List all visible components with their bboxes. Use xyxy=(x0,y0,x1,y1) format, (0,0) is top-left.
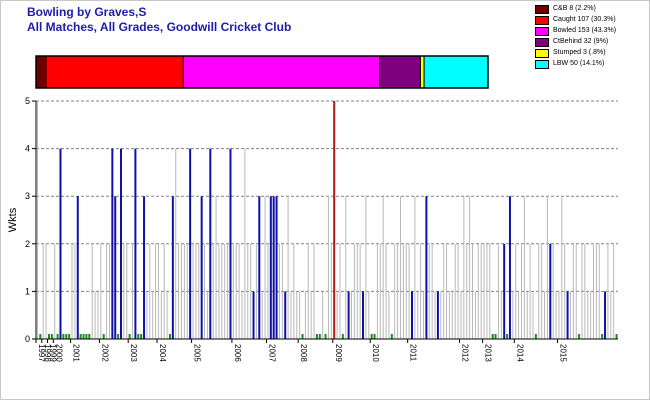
zero-marker xyxy=(370,334,373,339)
zero-marker xyxy=(168,334,171,339)
legend-swatch xyxy=(535,5,549,14)
zero-marker xyxy=(88,334,91,339)
legend-label: C&B 8 (2.2%) xyxy=(553,5,596,12)
zero-marker xyxy=(85,334,88,339)
legend-swatch xyxy=(535,49,549,58)
x-tick-label: 2006 xyxy=(233,344,242,362)
dismissal-segment xyxy=(419,55,425,89)
legend-swatch xyxy=(535,16,549,25)
zero-marker xyxy=(50,334,53,339)
x-tick-label: 2002 xyxy=(100,344,109,362)
x-tick-label: 2005 xyxy=(193,344,202,362)
zero-marker xyxy=(390,334,393,339)
y-tick-label: 3 xyxy=(25,191,30,201)
x-tick-label: 2001 xyxy=(72,344,81,362)
x-tick-label: 2014 xyxy=(515,344,524,362)
dismissal-segment xyxy=(45,55,184,89)
zero-marker xyxy=(79,334,82,339)
x-tick-label: 2007 xyxy=(267,344,276,362)
zero-marker xyxy=(491,334,494,339)
zero-marker xyxy=(102,334,105,339)
zero-marker xyxy=(494,334,497,339)
y-axis-label: Wkts xyxy=(7,207,19,232)
zero-marker xyxy=(341,334,344,339)
zero-marker xyxy=(301,334,304,339)
zero-marker xyxy=(117,334,120,339)
zero-marker xyxy=(68,334,71,339)
zero-marker xyxy=(65,334,68,339)
zero-marker xyxy=(82,334,85,339)
zero-marker xyxy=(128,334,131,339)
y-tick-label: 1 xyxy=(25,286,30,296)
x-tick-label: 2009 xyxy=(334,344,343,362)
x-tick-label: 2015 xyxy=(558,344,567,362)
x-tick-label: 2003 xyxy=(129,344,138,362)
zero-marker xyxy=(47,334,50,339)
legend-swatch xyxy=(535,38,549,47)
zero-marker xyxy=(315,334,318,339)
legend-label: Bowled 153 (43.3%) xyxy=(553,27,617,34)
zero-marker xyxy=(578,334,581,339)
x-tick-label: 1998 xyxy=(43,344,52,362)
legend-swatch xyxy=(535,60,549,69)
chart-title: Bowling by Graves,S xyxy=(27,5,147,19)
legend-label: CtBehind 32 (9%) xyxy=(553,38,609,45)
x-tick-label: 2013 xyxy=(484,344,493,362)
zero-marker xyxy=(615,334,618,339)
zero-marker xyxy=(373,334,376,339)
zero-marker xyxy=(39,334,42,339)
legend-label: Caught 107 (30.3%) xyxy=(553,16,616,23)
dismissal-segment xyxy=(35,55,47,89)
zero-marker xyxy=(506,334,509,339)
x-tick-label: 2012 xyxy=(461,344,470,362)
y-tick-label: 5 xyxy=(25,96,30,106)
dismissal-segment xyxy=(182,55,381,89)
legend-label: Stumped 3 (.8%) xyxy=(553,49,606,56)
zero-marker xyxy=(318,334,321,339)
chart-subtitle: All Matches, All Grades, Goodwill Cricke… xyxy=(27,20,292,34)
zero-marker xyxy=(534,334,537,339)
dismissal-bar-outline xyxy=(35,55,489,89)
y-tick-label: 4 xyxy=(25,144,30,154)
x-tick-label: 2000 xyxy=(54,344,63,362)
legend-label: LBW 50 (14.1%) xyxy=(553,60,605,67)
x-tick-label: 2008 xyxy=(299,344,308,362)
x-tick-label: 2011 xyxy=(409,344,418,362)
zero-marker xyxy=(324,334,327,339)
x-tick-label: 1997 xyxy=(37,344,46,362)
x-tick-label: 2004 xyxy=(158,344,167,362)
zero-marker xyxy=(62,334,65,339)
zero-marker xyxy=(137,334,140,339)
y-tick-label: 0 xyxy=(25,334,30,344)
zero-marker xyxy=(601,334,604,339)
legend-swatch xyxy=(535,27,549,36)
dismissal-segment xyxy=(379,55,421,89)
zero-marker xyxy=(140,334,143,339)
y-tick-label: 2 xyxy=(25,239,30,249)
x-tick-label: 1999 xyxy=(49,344,58,362)
x-tick-label: 2010 xyxy=(371,344,380,362)
zero-marker xyxy=(56,334,59,339)
dismissal-segment xyxy=(423,55,489,89)
